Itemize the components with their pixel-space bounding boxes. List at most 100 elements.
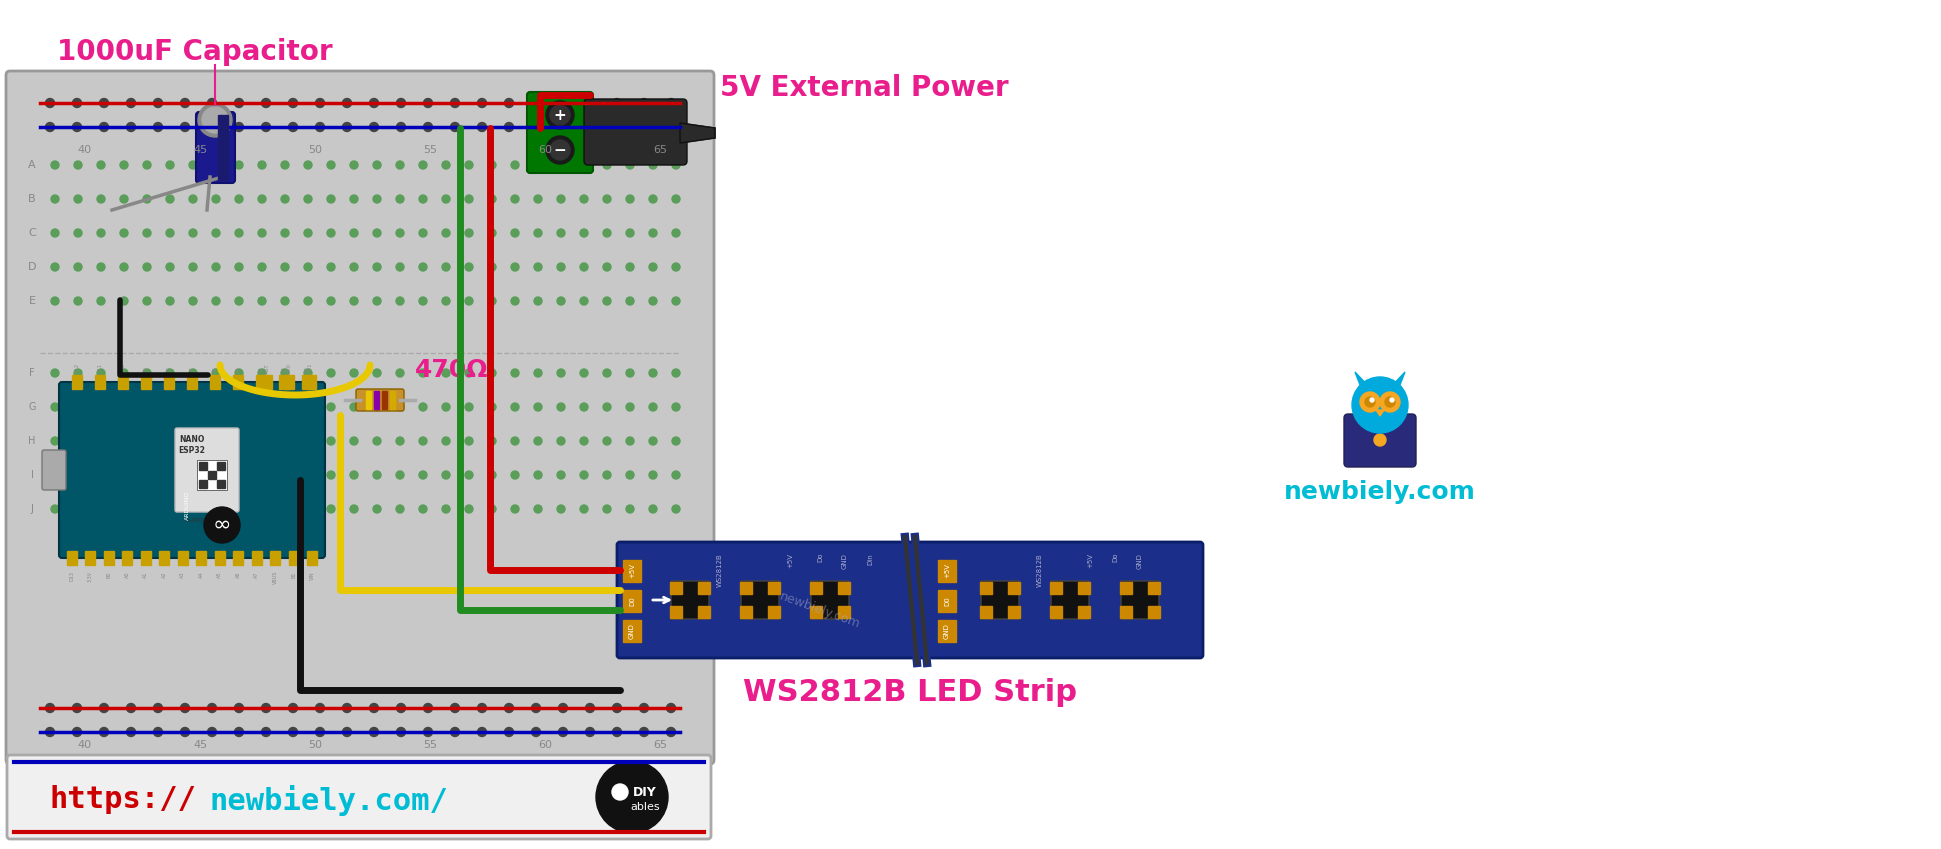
Bar	[367, 391, 371, 409]
Circle shape	[281, 195, 289, 203]
Circle shape	[648, 369, 656, 377]
Circle shape	[419, 195, 427, 203]
Circle shape	[466, 297, 474, 305]
Circle shape	[604, 437, 611, 445]
Circle shape	[443, 297, 450, 305]
Circle shape	[443, 369, 450, 377]
Circle shape	[167, 403, 175, 411]
Circle shape	[235, 369, 243, 377]
Text: 470Ω: 470Ω	[415, 358, 489, 382]
Circle shape	[396, 728, 406, 736]
Circle shape	[74, 161, 82, 169]
Circle shape	[627, 505, 635, 513]
Circle shape	[167, 195, 175, 203]
Circle shape	[419, 161, 427, 169]
Circle shape	[559, 122, 567, 132]
Circle shape	[144, 161, 151, 169]
Circle shape	[648, 263, 656, 271]
Circle shape	[212, 471, 219, 479]
Circle shape	[212, 195, 219, 203]
Circle shape	[188, 263, 196, 271]
Bar	[85, 551, 95, 565]
Circle shape	[316, 122, 324, 132]
Circle shape	[50, 195, 58, 203]
Circle shape	[326, 161, 336, 169]
Circle shape	[639, 728, 648, 736]
Circle shape	[443, 263, 450, 271]
Circle shape	[419, 505, 427, 513]
Circle shape	[396, 161, 404, 169]
Circle shape	[235, 704, 243, 712]
Text: D: D	[27, 262, 37, 272]
Circle shape	[666, 98, 675, 108]
Circle shape	[326, 437, 336, 445]
Circle shape	[181, 728, 190, 736]
FancyBboxPatch shape	[617, 542, 1203, 658]
Polygon shape	[1376, 410, 1384, 416]
Circle shape	[580, 195, 588, 203]
Circle shape	[477, 704, 487, 712]
Text: D7: D7	[190, 366, 194, 373]
Circle shape	[235, 728, 243, 736]
Circle shape	[648, 403, 656, 411]
Circle shape	[627, 195, 635, 203]
Circle shape	[419, 369, 427, 377]
Circle shape	[639, 704, 648, 712]
Circle shape	[559, 98, 567, 108]
Circle shape	[167, 161, 175, 169]
Text: ∞: ∞	[214, 515, 231, 535]
Circle shape	[419, 437, 427, 445]
Circle shape	[586, 728, 594, 736]
Circle shape	[443, 471, 450, 479]
Bar	[186, 375, 196, 389]
Circle shape	[487, 229, 497, 237]
Circle shape	[326, 263, 336, 271]
Circle shape	[97, 263, 105, 271]
Circle shape	[443, 437, 450, 445]
Circle shape	[281, 297, 289, 305]
Text: DIY: DIY	[633, 786, 656, 800]
Circle shape	[672, 297, 679, 305]
Circle shape	[672, 505, 679, 513]
Bar	[217, 115, 227, 180]
Circle shape	[672, 263, 679, 271]
Circle shape	[373, 263, 380, 271]
Text: A2: A2	[161, 571, 167, 577]
Bar	[215, 551, 225, 565]
Circle shape	[373, 195, 380, 203]
Circle shape	[419, 471, 427, 479]
Circle shape	[611, 784, 629, 800]
Circle shape	[188, 505, 196, 513]
Circle shape	[672, 471, 679, 479]
Text: D6: D6	[212, 366, 217, 373]
Circle shape	[289, 728, 297, 736]
Bar	[980, 582, 992, 594]
Circle shape	[305, 263, 313, 271]
Circle shape	[45, 98, 54, 108]
Bar	[375, 391, 378, 409]
Bar	[769, 606, 780, 618]
Bar	[1007, 582, 1021, 594]
Circle shape	[120, 505, 128, 513]
Text: ARDUINO: ARDUINO	[184, 490, 190, 520]
Circle shape	[487, 403, 497, 411]
Circle shape	[97, 297, 105, 305]
Circle shape	[604, 263, 611, 271]
Circle shape	[326, 505, 336, 513]
Text: WS2812B LED Strip: WS2812B LED Strip	[743, 678, 1077, 707]
Text: 1000uF Capacitor: 1000uF Capacitor	[56, 38, 332, 66]
Bar	[1120, 582, 1132, 594]
Circle shape	[235, 195, 243, 203]
Circle shape	[557, 161, 565, 169]
Circle shape	[144, 195, 151, 203]
Circle shape	[604, 229, 611, 237]
Circle shape	[212, 229, 219, 237]
Bar	[1120, 606, 1132, 618]
Circle shape	[648, 297, 656, 305]
Circle shape	[99, 728, 109, 736]
Circle shape	[557, 195, 565, 203]
Circle shape	[188, 403, 196, 411]
Bar	[159, 551, 169, 565]
Circle shape	[557, 229, 565, 237]
Circle shape	[204, 507, 241, 543]
